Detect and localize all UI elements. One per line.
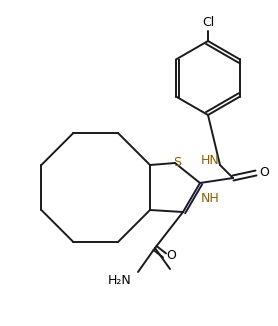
Text: O: O (167, 249, 177, 262)
Text: S: S (173, 156, 181, 169)
Text: Cl: Cl (202, 17, 214, 29)
Text: NH: NH (201, 191, 219, 204)
Text: HN: HN (201, 154, 219, 167)
Text: O: O (259, 167, 269, 180)
Text: H₂N: H₂N (108, 274, 132, 287)
